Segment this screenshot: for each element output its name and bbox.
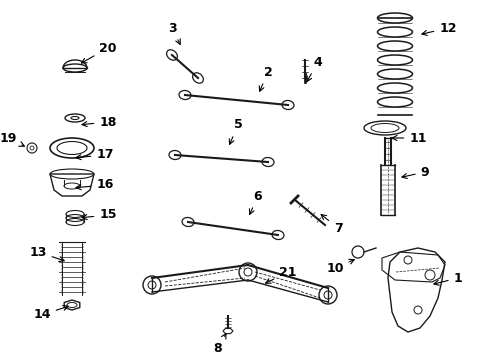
Text: 21: 21 [266,266,297,283]
Text: 15: 15 [82,208,117,221]
Text: 10: 10 [326,259,354,274]
Text: 19: 19 [0,131,24,146]
Text: 6: 6 [249,189,262,214]
Text: 4: 4 [307,55,322,81]
Text: 8: 8 [214,333,226,355]
Text: 7: 7 [321,215,343,234]
Text: 20: 20 [81,41,117,63]
Text: 1: 1 [434,271,463,285]
Text: 18: 18 [82,116,117,129]
Text: 11: 11 [392,131,427,144]
Text: 16: 16 [76,179,114,192]
Text: 17: 17 [76,148,114,162]
Text: 5: 5 [229,118,243,144]
Text: 14: 14 [33,306,68,321]
Text: 12: 12 [422,22,457,35]
Text: 9: 9 [402,166,429,179]
Text: 2: 2 [259,66,272,91]
Text: 3: 3 [168,22,180,44]
Text: 13: 13 [29,246,64,261]
